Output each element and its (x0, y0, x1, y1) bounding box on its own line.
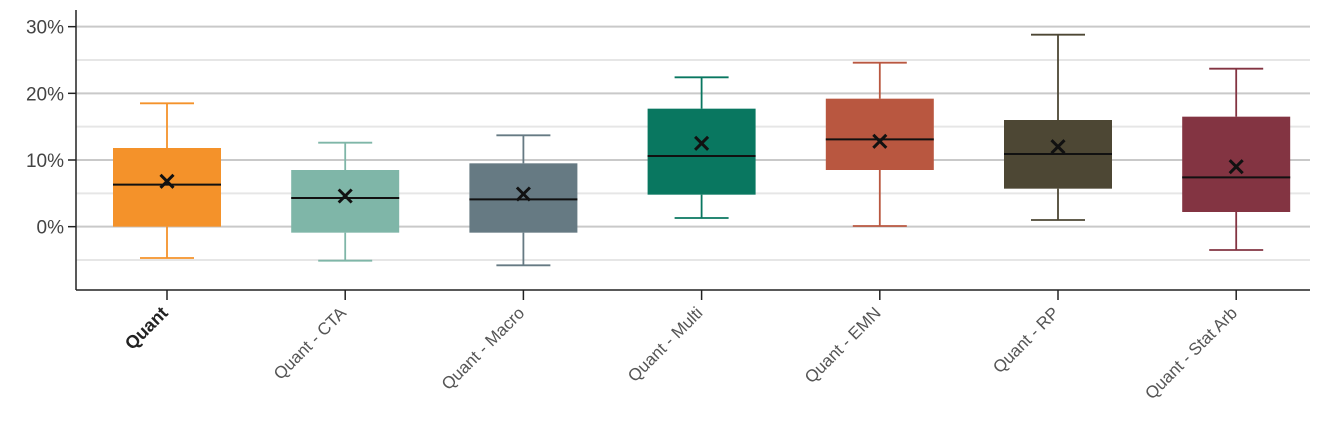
x-category-label: Quant (121, 303, 172, 354)
iqr-box (469, 163, 578, 233)
iqr-box (291, 170, 400, 233)
box-quant-cta (291, 141, 400, 262)
box-quant (113, 102, 221, 259)
x-category-label: Quant - RP (989, 303, 1063, 377)
y-tick-label: 20% (26, 84, 64, 105)
iqr-box (1182, 116, 1291, 212)
iqr-box (113, 148, 221, 227)
axes (68, 10, 1310, 300)
y-tick-label: 10% (26, 151, 64, 172)
x-category-label: Quant - Stat Arb (1141, 303, 1241, 403)
iqr-box (825, 98, 934, 170)
x-category-label: Quant - Multi (624, 303, 706, 385)
x-category-label: Quant - Macro (438, 303, 528, 393)
y-tick-label: 0% (37, 218, 65, 239)
mean-marker (159, 173, 175, 189)
box-quant-stat-arb (1182, 67, 1291, 251)
boxes (113, 33, 1291, 267)
mean-marker (872, 133, 888, 149)
mean-marker (337, 188, 353, 204)
mean-marker (694, 135, 710, 151)
x-category-label: Quant - CTA (270, 303, 350, 383)
mean-marker (1228, 159, 1244, 175)
box-quant-macro (469, 134, 578, 267)
x-category-label: Quant - EMN (801, 303, 885, 387)
mean-marker (515, 186, 531, 202)
box-quant-multi (647, 76, 756, 219)
mean-marker (1050, 139, 1066, 155)
box-quant-rp (1004, 33, 1112, 221)
box-quant-emn (825, 61, 934, 227)
y-tick-label: 30% (26, 18, 64, 39)
iqr-box (647, 108, 756, 195)
